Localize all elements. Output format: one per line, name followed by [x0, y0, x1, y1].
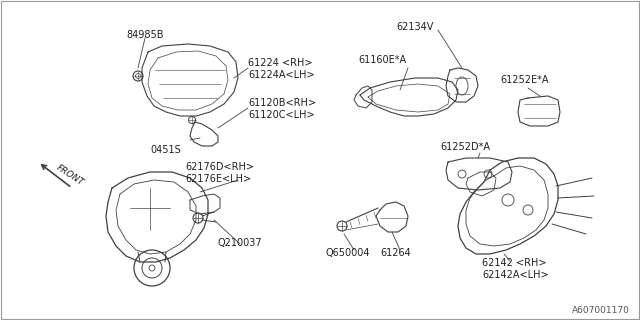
- Text: Q210037: Q210037: [218, 238, 262, 248]
- Text: 62134V: 62134V: [396, 22, 434, 32]
- Text: Q650004: Q650004: [326, 248, 371, 258]
- Text: 84985B: 84985B: [126, 30, 164, 40]
- Text: 61224 <RH>
61224A<LH>: 61224 <RH> 61224A<LH>: [248, 58, 315, 80]
- Text: 61120B<RH>
61120C<LH>: 61120B<RH> 61120C<LH>: [248, 98, 316, 120]
- Text: 61160E*A: 61160E*A: [358, 55, 406, 65]
- Text: 0451S: 0451S: [150, 145, 181, 155]
- Text: A607001170: A607001170: [572, 306, 630, 315]
- Text: 62142 <RH>
62142A<LH>: 62142 <RH> 62142A<LH>: [482, 258, 548, 280]
- Text: FRONT: FRONT: [54, 163, 85, 187]
- Text: 61264: 61264: [380, 248, 411, 258]
- Text: 62176D<RH>
62176E<LH>: 62176D<RH> 62176E<LH>: [185, 162, 254, 184]
- Text: 61252D*A: 61252D*A: [440, 142, 490, 152]
- Text: 61252E*A: 61252E*A: [500, 75, 548, 85]
